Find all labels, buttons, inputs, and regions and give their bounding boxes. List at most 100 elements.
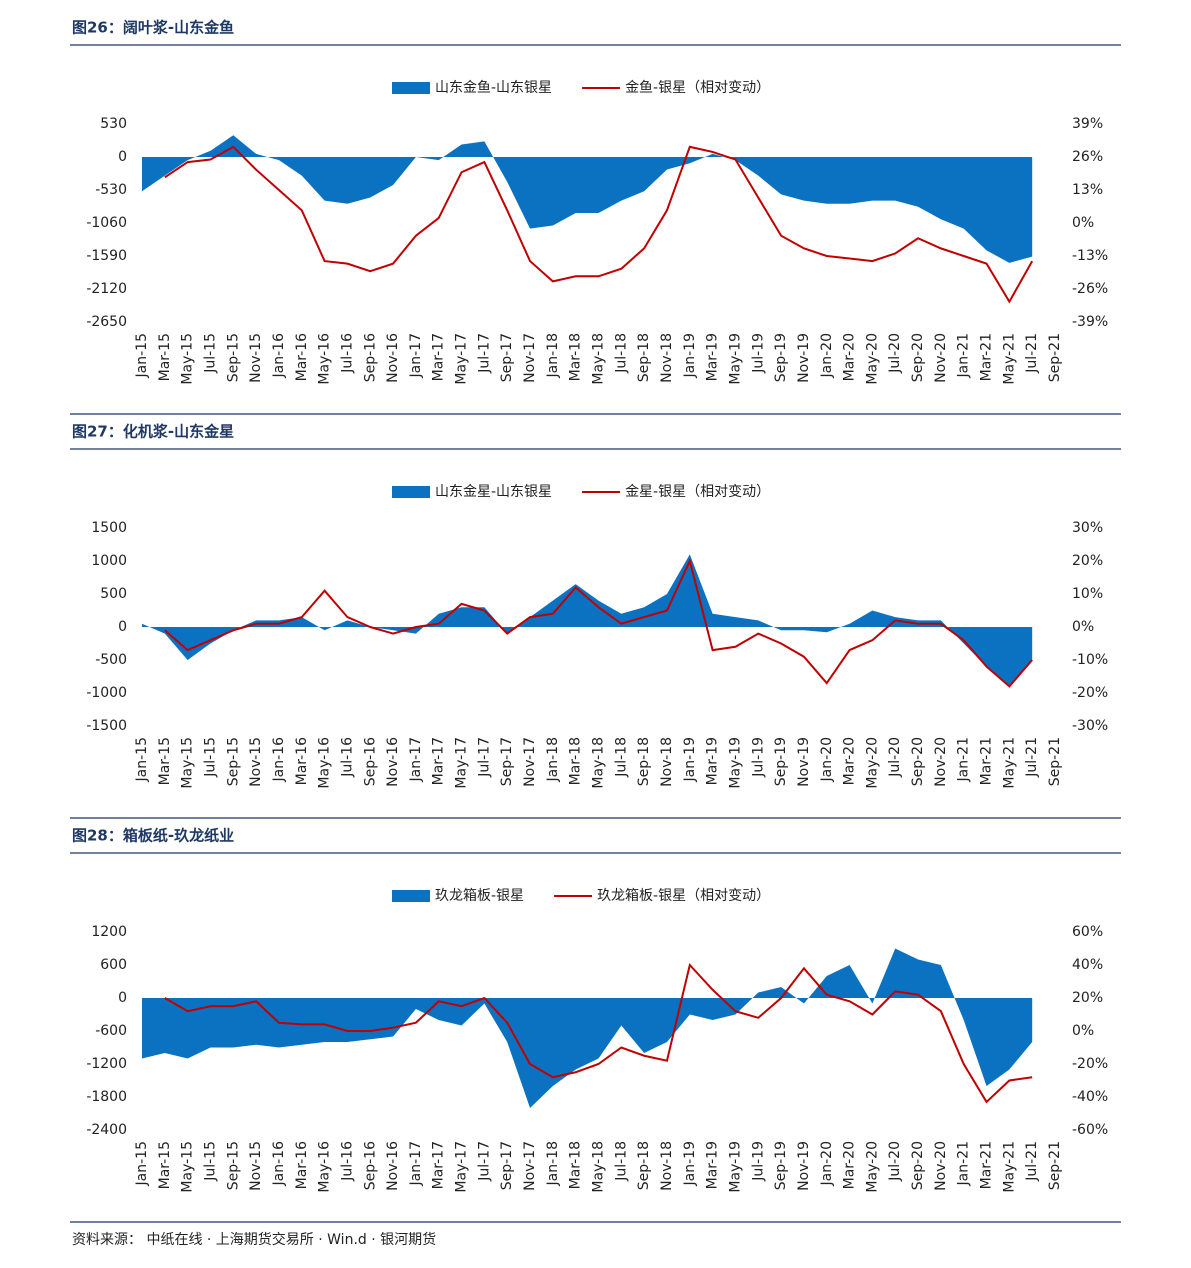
y-tick-label: 0 [118, 619, 127, 635]
x-tick-label: May-16 [317, 1141, 333, 1193]
x-tick-label: Jan-15 [134, 737, 150, 782]
x-tick-label: May-20 [864, 333, 880, 385]
legend-label: 山东金星-山东银星 [435, 484, 552, 500]
y-tick-label: 500 [100, 586, 127, 602]
x-tick-label: Jan-20 [819, 333, 835, 378]
x-tick-label: Jan-17 [408, 737, 424, 782]
x-tick-label: May-21 [1001, 333, 1017, 385]
x-tick-label: May-15 [180, 737, 196, 789]
x-tick-label: Mar-16 [294, 737, 310, 785]
line [164, 558, 1033, 688]
x-tick-label: Sep-20 [910, 333, 926, 382]
x-tick-label: Jan-21 [956, 333, 972, 378]
x-tick-label: Nov-20 [933, 333, 949, 383]
x-tick-label: Jul-20 [887, 1141, 903, 1182]
x-tick-label: Jan-15 [134, 333, 150, 378]
x-tick-label: Jul-15 [202, 1141, 218, 1182]
x-tick-label: Nov-17 [522, 737, 538, 787]
x-tick-label: May-17 [454, 737, 470, 789]
y-tick-label: 530 [100, 116, 127, 132]
y2-tick-label: 0% [1072, 619, 1094, 635]
x-tick-label: Mar-15 [157, 333, 173, 381]
x-tick-label: Mar-18 [568, 1141, 584, 1189]
x-tick-label: Sep-15 [225, 333, 241, 382]
x-tick-label: May-17 [454, 1141, 470, 1193]
x-tick-label: May-20 [864, 1141, 880, 1193]
y2-tick-label: 13% [1072, 182, 1103, 198]
x-tick-label: Sep-20 [910, 737, 926, 786]
y-tick-label: -1060 [86, 215, 127, 231]
x-tick-label: May-18 [591, 333, 607, 385]
x-tick-label: Sep-19 [773, 333, 789, 382]
y2-tick-label: 26% [1072, 149, 1103, 165]
x-tick-label: Mar-17 [431, 737, 447, 785]
legend-label: 金星-银星（相对变动） [625, 484, 770, 500]
y-tick-label: 0 [118, 149, 127, 165]
x-tick-label: Jul-17 [476, 737, 492, 778]
area [142, 135, 1033, 263]
x-tick-label: Jul-17 [476, 1141, 492, 1182]
y2-tick-label: -13% [1072, 248, 1108, 264]
y2-tick-label: -40% [1072, 1089, 1108, 1105]
x-tick-label: Jan-19 [682, 333, 698, 378]
y-tick-label: -2120 [86, 281, 127, 297]
x-tick-label: Mar-19 [705, 737, 721, 785]
x-tick-label: Nov-20 [933, 1141, 949, 1191]
y2-tick-label: -60% [1072, 1122, 1108, 1138]
y-tick-label: 1200 [91, 924, 127, 940]
x-tick-label: Jan-20 [819, 1141, 835, 1186]
x-tick-label: Jul-18 [613, 737, 629, 778]
chart-title: 图27：化机浆-山东金星 [72, 423, 234, 441]
x-tick-label: Nov-15 [248, 1141, 264, 1191]
x-tick-label: May-16 [317, 333, 333, 385]
y-tick-label: -1200 [86, 1056, 127, 1072]
x-tick-label: Sep-21 [1047, 1141, 1063, 1190]
x-tick-label: Nov-16 [385, 333, 401, 383]
x-tick-label: Jul-18 [613, 1141, 629, 1182]
x-tick-label: May-18 [591, 1141, 607, 1193]
legend-swatch [392, 890, 430, 902]
y2-tick-label: 20% [1072, 990, 1103, 1006]
x-tick-label: Mar-20 [842, 333, 858, 381]
x-tick-label: Jan-19 [682, 1141, 698, 1186]
x-tick-label: Nov-20 [933, 737, 949, 787]
x-tick-label: Jan-18 [545, 333, 561, 378]
x-tick-label: Mar-17 [431, 333, 447, 381]
x-tick-label: Sep-18 [636, 737, 652, 786]
x-tick-label: May-21 [1001, 737, 1017, 789]
y-tick-label: -1800 [86, 1089, 127, 1105]
x-tick-label: Jul-21 [1024, 333, 1040, 374]
x-tick-label: Nov-17 [522, 1141, 538, 1191]
x-tick-label: Sep-18 [636, 1141, 652, 1190]
x-tick-label: Jul-15 [202, 737, 218, 778]
x-tick-label: Nov-19 [796, 737, 812, 787]
x-tick-label: Nov-18 [659, 1141, 675, 1191]
x-tick-label: Sep-18 [636, 333, 652, 382]
y-tick-label: -1590 [86, 248, 127, 264]
x-tick-label: Jan-20 [819, 737, 835, 782]
y-tick-label: 600 [100, 957, 127, 973]
y-tick-label: 1000 [91, 553, 127, 569]
x-tick-label: Jul-16 [339, 1141, 355, 1182]
x-tick-label: Mar-16 [294, 333, 310, 381]
x-tick-label: Mar-17 [431, 1141, 447, 1189]
x-tick-label: Sep-19 [773, 1141, 789, 1190]
x-tick-label: Mar-21 [979, 333, 995, 381]
line [164, 962, 1033, 1104]
y2-tick-label: 60% [1072, 924, 1103, 940]
x-tick-label: Sep-15 [225, 737, 241, 786]
x-tick-label: Jul-19 [750, 737, 766, 778]
y-tick-label: -500 [95, 652, 127, 668]
x-tick-label: Mar-19 [705, 1141, 721, 1189]
y-tick-label: -530 [95, 182, 127, 198]
y2-tick-label: 0% [1072, 215, 1094, 231]
y-tick-label: -2650 [86, 314, 127, 330]
x-tick-label: Jan-21 [956, 737, 972, 782]
x-tick-label: Mar-19 [705, 333, 721, 381]
y-tick-label: -1500 [86, 718, 127, 734]
x-tick-label: May-20 [864, 737, 880, 789]
y2-tick-label: -26% [1072, 281, 1108, 297]
y2-tick-label: -10% [1072, 652, 1108, 668]
source-note: 资料来源： 中纸在线 · 上海期货交易所 · Win.d · 银河期货 [72, 1231, 436, 1248]
x-tick-label: Jan-21 [956, 1141, 972, 1186]
